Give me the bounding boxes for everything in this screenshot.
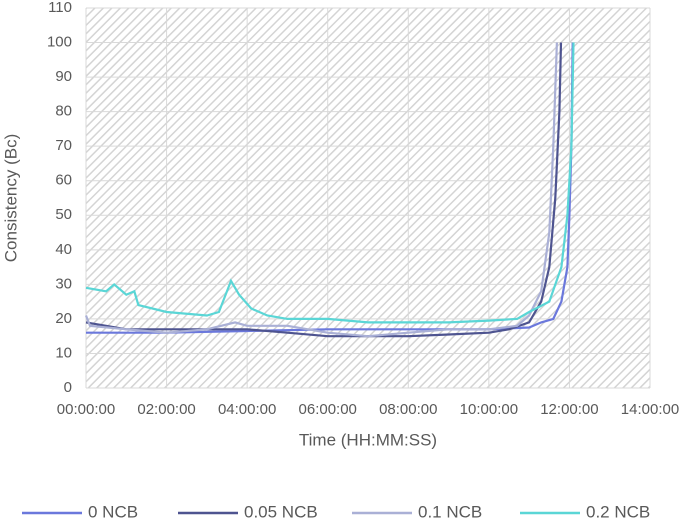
- y-tick-label: 100: [47, 34, 72, 51]
- series-line: [84, 42, 558, 338]
- y-tick-label: 50: [55, 206, 72, 223]
- y-tick-label: 30: [55, 275, 72, 292]
- x-tick-label: 04:00:00: [218, 401, 276, 418]
- y-tick-label: 80: [55, 103, 72, 120]
- legend-text: 0.05 NCB: [244, 502, 318, 521]
- x-tick-label: 06:00:00: [299, 401, 357, 418]
- legend-text: 0.1 NCB: [418, 502, 482, 521]
- x-tick-label: 12:00:00: [540, 401, 598, 418]
- legend-text: 0.2 NCB: [586, 502, 650, 521]
- series-line: [85, 42, 575, 324]
- x-tick-label: 00:00:00: [57, 401, 115, 418]
- y-tick-label: 60: [55, 172, 72, 189]
- y-tick-label: 70: [55, 137, 72, 154]
- y-tick-label: 40: [55, 241, 72, 258]
- y-tick-label: 0: [64, 379, 72, 396]
- y-tick-label: 90: [55, 68, 72, 85]
- plot-background: [86, 8, 650, 388]
- x-axis-title: Time (HH:MM:SS): [299, 430, 437, 449]
- y-tick-label: 10: [55, 344, 72, 361]
- x-tick-label: 08:00:00: [379, 401, 437, 418]
- x-tick-label: 02:00:00: [137, 401, 195, 418]
- y-axis-title: Consistency (Bc): [1, 134, 20, 262]
- x-tick-label: 10:00:00: [460, 401, 518, 418]
- y-tick-label: 110: [48, 0, 72, 16]
- y-tick-label: 20: [55, 310, 72, 327]
- x-tick-label: 14:00:00: [621, 401, 679, 418]
- series-line: [85, 42, 563, 338]
- legend-text: 0 NCB: [88, 502, 138, 521]
